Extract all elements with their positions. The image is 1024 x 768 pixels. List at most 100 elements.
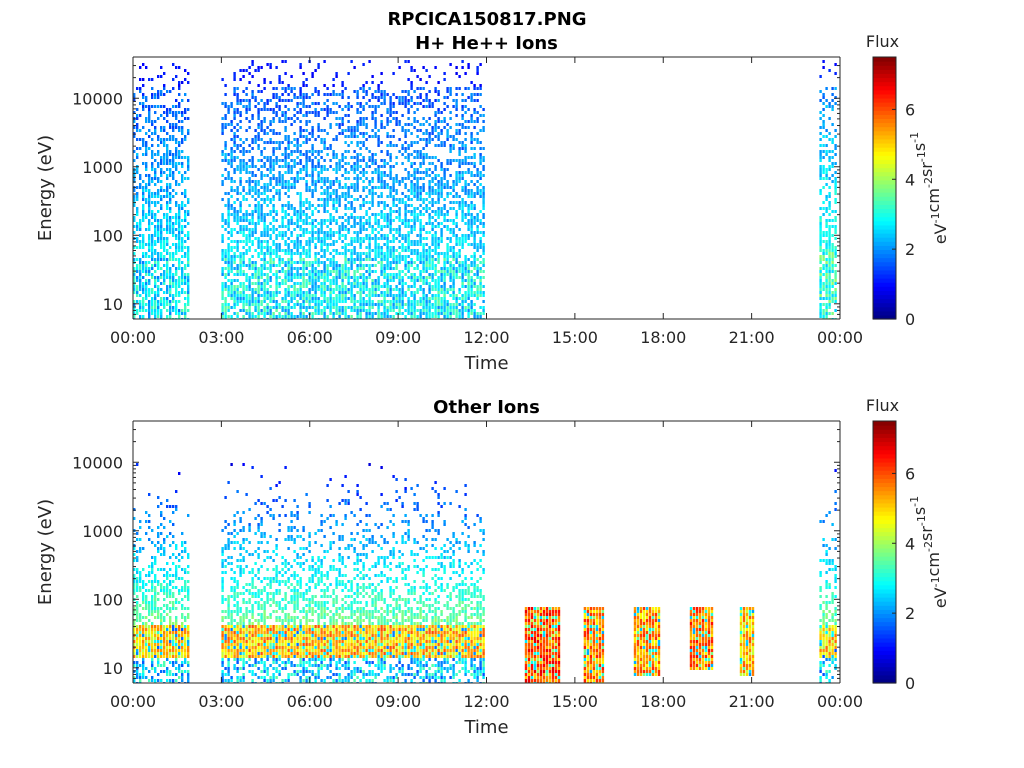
flux-cell: [257, 123, 260, 126]
flux-cell: [166, 213, 169, 216]
flux-cell: [452, 135, 455, 138]
flux-cell: [344, 168, 347, 171]
flux-cell: [284, 288, 287, 291]
flux-cell: [467, 309, 470, 312]
flux-cell: [434, 213, 437, 216]
flux-cell: [425, 105, 428, 108]
flux-cell: [151, 243, 154, 246]
flux-cell: [344, 252, 347, 255]
flux-cell: [350, 297, 353, 300]
flux-cell: [314, 297, 317, 300]
flux-cell: [467, 270, 470, 273]
flux-cell: [317, 288, 320, 291]
flux-cell: [476, 225, 479, 228]
flux-cell: [386, 93, 389, 96]
flux-cell: [269, 141, 272, 144]
flux-cell: [431, 234, 434, 237]
flux-cell: [461, 204, 464, 207]
flux-cell: [825, 222, 828, 225]
flux-cell: [254, 228, 257, 231]
flux-cell: [341, 129, 344, 132]
flux-cell: [227, 249, 230, 252]
flux-cell: [254, 231, 257, 234]
flux-cell: [166, 111, 169, 114]
flux-cell: [302, 228, 305, 231]
flux-cell: [184, 156, 187, 159]
flux-cell: [148, 195, 151, 198]
flux-cell: [461, 267, 464, 270]
flux-cell: [305, 309, 308, 312]
flux-cell: [416, 207, 419, 210]
flux-cell: [263, 219, 266, 222]
flux-cell: [151, 276, 154, 279]
flux-cell: [410, 186, 413, 189]
flux-cell: [350, 201, 353, 204]
flux-cell: [236, 315, 239, 318]
flux-cell: [145, 270, 148, 273]
flux-cell: [296, 276, 299, 279]
flux-cell: [275, 243, 278, 246]
flux-cell: [275, 315, 278, 318]
flux-cell: [323, 294, 326, 297]
flux-cell: [169, 258, 172, 261]
flux-cell: [476, 69, 479, 72]
flux-cell: [320, 255, 323, 258]
flux-cell: [281, 300, 284, 303]
flux-cell: [440, 303, 443, 306]
flux-cell: [353, 132, 356, 135]
flux-cell: [275, 147, 278, 150]
flux-cell: [371, 282, 374, 285]
flux-cell: [476, 291, 479, 294]
flux-cell: [320, 141, 323, 144]
flux-cell: [245, 297, 248, 300]
flux-cell: [395, 174, 398, 177]
flux-cell: [440, 276, 443, 279]
flux-cell: [175, 285, 178, 288]
flux-cell: [365, 222, 368, 225]
flux-cell: [136, 270, 139, 273]
flux-cell: [443, 126, 446, 129]
flux-cell: [230, 228, 233, 231]
flux-cell: [320, 156, 323, 159]
flux-cell: [452, 180, 455, 183]
flux-cell: [230, 129, 233, 132]
flux-cell: [160, 273, 163, 276]
flux-cell: [181, 99, 184, 102]
flux-cell: [383, 303, 386, 306]
flux-cell: [154, 243, 157, 246]
flux-cell: [275, 234, 278, 237]
flux-cell: [233, 168, 236, 171]
flux-cell: [257, 135, 260, 138]
flux-cell: [175, 66, 178, 69]
flux-cell: [365, 258, 368, 261]
flux-cell: [175, 282, 178, 285]
flux-cell: [329, 144, 332, 147]
flux-cell: [187, 81, 190, 84]
flux-cell: [254, 315, 257, 318]
flux-cell: [455, 225, 458, 228]
flux-cell: [133, 267, 136, 270]
flux-cell: [431, 102, 434, 105]
flux-cell: [323, 108, 326, 111]
flux-cell: [230, 231, 233, 234]
flux-cell: [368, 246, 371, 249]
flux-cell: [172, 177, 175, 180]
flux-cell: [317, 306, 320, 309]
flux-cell: [470, 132, 473, 135]
flux-cell: [314, 288, 317, 291]
flux-cell: [233, 126, 236, 129]
flux-cell: [248, 144, 251, 147]
flux-cell: [181, 282, 184, 285]
flux-cell: [434, 312, 437, 315]
flux-cell: [169, 306, 172, 309]
flux-cell: [287, 213, 290, 216]
flux-cell: [296, 141, 299, 144]
flux-cell: [440, 291, 443, 294]
flux-cell: [416, 264, 419, 267]
flux-cell: [236, 303, 239, 306]
flux-cell: [323, 159, 326, 162]
flux-cell: [257, 285, 260, 288]
flux-cell: [245, 276, 248, 279]
flux-cell: [434, 111, 437, 114]
